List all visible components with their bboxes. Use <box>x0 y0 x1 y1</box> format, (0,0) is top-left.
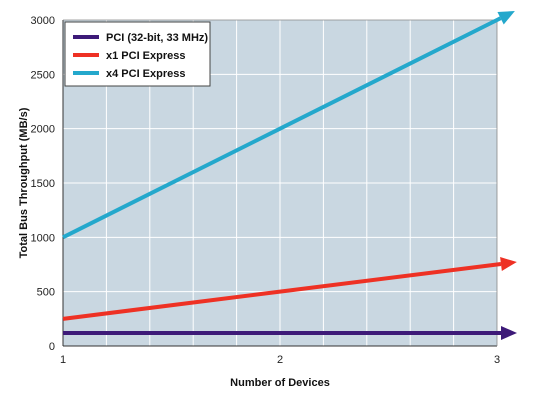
series-arrowhead-1 <box>501 325 517 340</box>
legend-label: x4 PCI Express <box>106 68 186 80</box>
y-tick-label: 3000 <box>31 15 55 27</box>
x-tick-label: 3 <box>494 354 500 366</box>
series-line-2 <box>62 262 502 321</box>
x-axis-title: Number of Devices <box>230 377 330 389</box>
x-tick-labels: 1 2 3 <box>60 354 500 366</box>
y-tick-label: 2500 <box>31 69 55 81</box>
series-arrowhead-3 <box>497 11 515 25</box>
legend-label: PCI (32-bit, 33 MHz) <box>106 32 208 44</box>
y-tick-labels: 0 500 1000 1500 2000 2500 3000 <box>31 15 55 353</box>
y-tick-label: 0 <box>49 341 55 353</box>
y-axis-title: Total Bus Throughput (MB/s) <box>18 107 30 258</box>
series-arrowhead-2 <box>500 257 517 271</box>
legend: PCI (32-bit, 33 MHz) x1 PCI Express x4 PCI… <box>64 21 211 87</box>
y-tick-label: 2000 <box>31 124 55 136</box>
x-tick-label: 2 <box>277 354 283 366</box>
legend-label: x1 PCI Express <box>106 50 186 62</box>
series-lines <box>62 11 517 340</box>
legend-items: PCI (32-bit, 33 MHz) x1 PCI Express x4 PCI… <box>73 32 208 80</box>
y-tick-label: 1500 <box>31 178 55 190</box>
x-tick-label: 1 <box>60 354 66 366</box>
series-line-3 <box>62 16 502 240</box>
y-tick-label: 1000 <box>31 232 55 244</box>
axes <box>62 19 498 347</box>
y-tick-label: 500 <box>37 287 55 299</box>
